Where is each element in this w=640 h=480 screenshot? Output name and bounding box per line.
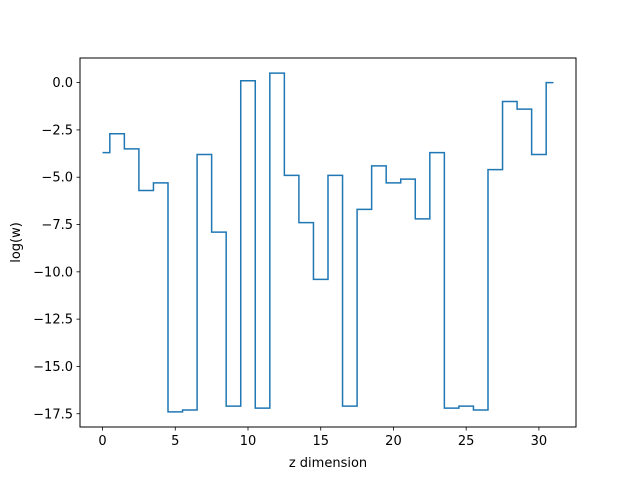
y-tick-label: 0.0 bbox=[52, 76, 73, 91]
y-axis-label: log(w) bbox=[9, 222, 24, 263]
x-tick-label: 0 bbox=[98, 434, 106, 449]
y-tick-label: −10.0 bbox=[33, 265, 73, 280]
y-tick-label: −2.5 bbox=[41, 123, 73, 138]
y-tick-label: −12.5 bbox=[33, 313, 73, 328]
x-axis-ticks: 0 5 10 15 20 25 30 bbox=[98, 427, 547, 449]
y-tick-label: −17.5 bbox=[33, 407, 73, 422]
series-line-0 bbox=[102, 72, 554, 413]
x-tick-label: 10 bbox=[240, 434, 257, 449]
series-layer bbox=[102, 72, 554, 413]
y-tick-label: −7.5 bbox=[41, 218, 73, 233]
x-tick-label: 25 bbox=[458, 434, 475, 449]
plot-area bbox=[79, 57, 577, 428]
y-tick-label: −15.0 bbox=[33, 360, 73, 375]
y-tick-label: −5.0 bbox=[41, 171, 73, 186]
x-tick-label: 15 bbox=[312, 434, 329, 449]
x-tick-label: 20 bbox=[385, 434, 402, 449]
x-axis-label: z dimension bbox=[289, 456, 367, 471]
y-axis-ticks: 0.0 −2.5 −5.0 −7.5 −10.0 −12.5 −15.0 −17.5 bbox=[33, 76, 80, 422]
x-tick-label: 5 bbox=[171, 434, 179, 449]
x-tick-label: 30 bbox=[531, 434, 548, 449]
